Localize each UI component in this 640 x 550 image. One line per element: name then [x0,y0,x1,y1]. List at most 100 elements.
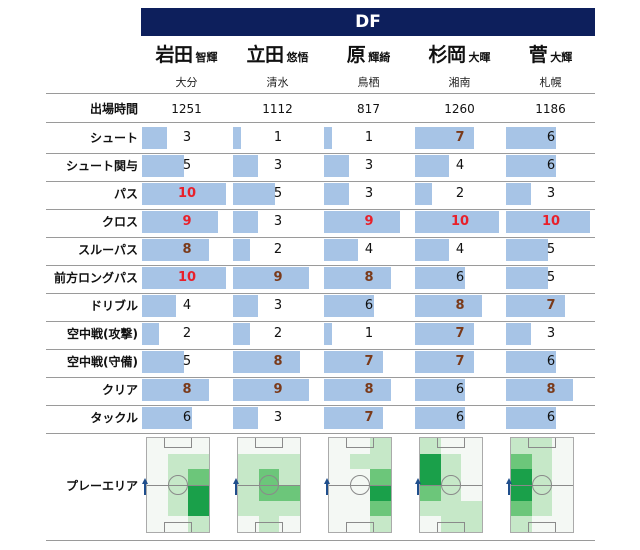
heat-zone [440,438,462,455]
stat-bar [415,323,474,345]
heat-zone [167,516,189,532]
stat-bar [142,183,226,205]
play-area-pitch [237,437,301,533]
heat-zone [329,453,351,470]
stat-bar [415,407,465,429]
stat-value: 6 [455,270,465,285]
stat-bar [233,379,309,401]
stat-bar [506,295,565,317]
attack-direction-arrow-icon [506,478,512,496]
stat-value: 7 [364,354,374,369]
arrow-shaft [508,483,510,495]
stat-bar [142,351,184,373]
stat-value: 3 [273,214,283,229]
heat-zone [279,453,300,470]
player-surname: 立田 [246,44,284,66]
arrow-shaft [144,483,146,495]
stat-value: 8 [364,270,374,285]
heat-zone [147,469,169,486]
stat-bar [142,295,176,317]
stat-bar [324,351,383,373]
stat-value: 8 [546,382,556,397]
pitch-center-circle [441,475,461,495]
stat-value: 8 [273,354,283,369]
heat-zone [258,438,280,455]
pitch-penalty-box [164,522,192,532]
player-given-name: 悠悟 [286,51,309,64]
heat-zone [329,469,351,486]
stat-bar [233,267,309,289]
stat-value: 2 [273,242,283,257]
table-rule [46,321,595,322]
table-rule [46,181,595,182]
heat-zone [329,516,351,532]
heat-zone [552,453,573,470]
heat-zone [420,500,442,517]
player-given-name: 大輝 [550,51,573,64]
stat-value: 3 [546,326,556,341]
player-given-name: 智輝 [195,51,218,64]
heat-zone [420,469,442,486]
heat-zone [238,516,260,532]
heat-zone [440,516,462,532]
heat-zone [531,453,553,470]
stat-value: 5 [182,354,192,369]
table-rule [46,237,595,238]
heat-zone [329,500,351,517]
stat-value: 8 [182,382,192,397]
player-minutes: 1251 [171,102,202,116]
heat-zone [511,485,533,502]
heat-zone [238,485,260,502]
heat-zone [370,516,391,532]
stat-value: 3 [364,158,374,173]
stat-value: 10 [177,186,197,201]
heat-zone [461,469,482,486]
stat-bar [415,183,432,205]
stat-value: 2 [455,186,465,201]
heat-zone [238,500,260,517]
arrow-head [506,478,512,484]
heat-zone [511,500,533,517]
heat-zone [552,469,573,486]
stat-value: 5 [546,270,556,285]
stat-bar [506,183,531,205]
player-surname: 岩田 [155,44,193,66]
player-minutes: 1112 [262,102,293,116]
pitch-penalty-box [255,522,283,532]
stat-label: パス [113,187,138,201]
heat-zone [188,469,209,486]
heat-zone [349,500,371,517]
stat-bar [142,155,184,177]
heat-zone [531,516,553,532]
heat-zone [329,438,351,455]
stat-label: 前方ロングパス [53,271,138,285]
stat-value: 1 [364,326,374,341]
stat-value: 7 [455,354,465,369]
table-rule [46,405,595,406]
heat-zone [370,438,391,455]
heat-zone [552,438,573,455]
stat-bar [324,127,332,149]
stat-value: 9 [273,270,283,285]
stat-bar [324,155,349,177]
stat-bar [324,379,391,401]
stat-value: 10 [450,214,470,229]
player-team: 鳥栖 [357,76,380,89]
heat-zone [147,516,169,532]
table-rule [46,433,595,434]
heat-zone [349,516,371,532]
player-team: 清水 [266,76,289,89]
stat-bar [233,211,258,233]
attack-direction-arrow-icon [142,478,148,496]
player-given-name: 輝綺 [368,51,391,64]
player-minutes: 1186 [535,102,566,116]
heat-zone [370,500,391,517]
stat-label: 空中戦(守備) [67,355,138,369]
heat-zone [511,516,533,532]
stat-value: 5 [546,242,556,257]
stat-value: 8 [364,382,374,397]
stat-value: 6 [546,158,556,173]
stat-label: 空中戦(攻撃) [67,327,138,341]
stat-value: 1 [364,130,374,145]
stat-value: 2 [273,326,283,341]
